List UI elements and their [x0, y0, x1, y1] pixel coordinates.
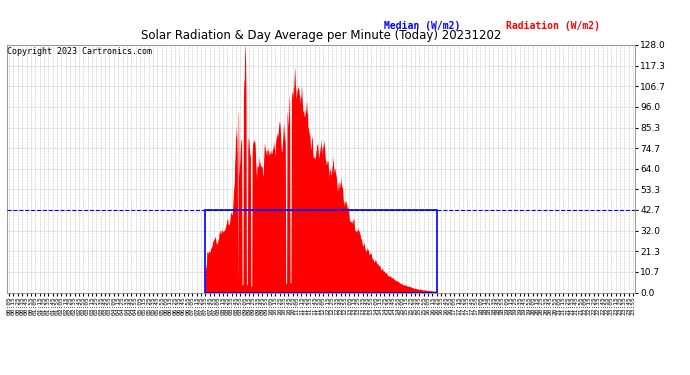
- Text: Median (W/m2): Median (W/m2): [384, 21, 460, 32]
- Text: Radiation (W/m2): Radiation (W/m2): [506, 21, 600, 32]
- Title: Solar Radiation & Day Average per Minute (Today) 20231202: Solar Radiation & Day Average per Minute…: [141, 30, 501, 42]
- Text: Copyright 2023 Cartronics.com: Copyright 2023 Cartronics.com: [7, 47, 152, 56]
- Bar: [206, 210, 437, 292]
